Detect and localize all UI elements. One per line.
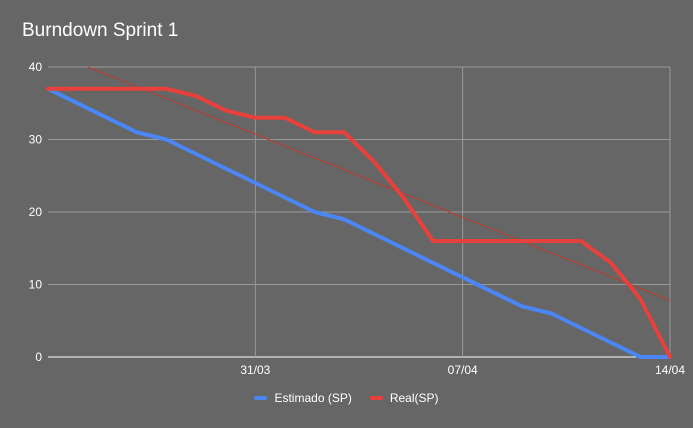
legend-swatch-real	[369, 396, 383, 400]
legend-label-real: Real(SP)	[389, 391, 439, 405]
y-tick-label: 30	[29, 133, 43, 147]
y-tick-label: 0	[35, 350, 42, 364]
trendline-layer	[87, 66, 671, 301]
grid	[48, 66, 671, 358]
legend: Estimado (SP) Real(SP)	[0, 391, 693, 405]
chart-title: Burndown Sprint 1	[22, 20, 179, 41]
legend-item-real[interactable]: Real(SP)	[369, 391, 439, 405]
series-layer	[46, 86, 672, 359]
legend-swatch-estimado	[254, 396, 268, 400]
trendline-real	[87, 66, 671, 301]
series-line-real	[46, 86, 672, 359]
legend-label-estimado: Estimado (SP)	[274, 391, 352, 405]
y-tick-label: 20	[29, 205, 43, 219]
x-tick-label: 31/03	[240, 363, 270, 377]
x-tick-label: 07/04	[448, 363, 478, 377]
axis-labels: 0 10 20 30 40 31/03 07/04 14/04	[29, 60, 686, 377]
series-line-estimado	[46, 86, 672, 359]
y-tick-label: 40	[29, 60, 43, 74]
legend-item-estimado[interactable]: Estimado (SP)	[254, 391, 352, 405]
x-tick-label: 14/04	[655, 363, 685, 377]
y-tick-label: 10	[29, 278, 43, 292]
